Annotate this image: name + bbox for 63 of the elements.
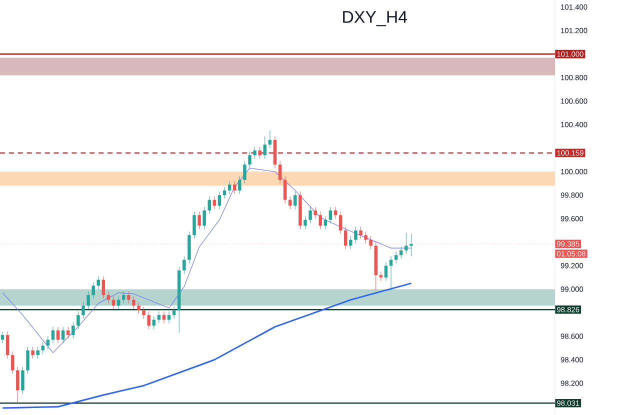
candlestick — [294, 191, 297, 210]
candlestick — [182, 256, 186, 274]
candlestick — [283, 176, 287, 204]
candlestick — [92, 282, 95, 299]
candlestick — [359, 226, 362, 239]
candlestick — [102, 276, 106, 299]
candlestick — [364, 231, 368, 244]
candlestick — [61, 326, 65, 344]
text: DXY_H4 — [343, 11, 408, 26]
candlestick — [132, 296, 136, 310]
candlestick — [379, 271, 383, 282]
candlestick — [258, 146, 262, 159]
candlestick — [218, 191, 222, 210]
candlestick — [228, 180, 232, 194]
candlestick — [304, 216, 307, 230]
candlestick — [26, 346, 30, 374]
candlestick — [16, 366, 20, 402]
line-series — [2, 282, 412, 409]
candlestick — [142, 306, 146, 319]
candlestick — [162, 311, 166, 324]
candlestick — [167, 311, 171, 324]
candlestick — [72, 322, 75, 339]
candlestick — [314, 206, 317, 219]
candlestick — [11, 351, 14, 374]
candlestick — [31, 346, 34, 359]
candlestick — [36, 346, 40, 359]
candlestick — [137, 302, 140, 314]
candlestick — [127, 291, 130, 304]
candlestick — [76, 311, 80, 330]
candlestick — [192, 211, 196, 239]
candlestick — [384, 262, 388, 282]
candlestick — [253, 146, 256, 159]
candlestick — [233, 180, 236, 194]
candlestick — [202, 206, 206, 230]
candlestick — [278, 160, 282, 184]
candlestick — [198, 211, 201, 230]
candlestick — [404, 232, 408, 254]
candlestick — [410, 234, 413, 257]
candlestick — [338, 211, 342, 234]
candlestick — [394, 251, 398, 264]
candlestick — [263, 136, 267, 159]
candlestick — [122, 291, 126, 304]
candlestick — [6, 331, 10, 359]
candlestick — [86, 291, 90, 310]
candlestick — [354, 226, 358, 244]
candlestick — [308, 206, 312, 224]
candlestick — [349, 236, 352, 250]
candlestick — [41, 342, 44, 354]
candlestick — [0, 331, 4, 344]
candlestick — [238, 176, 242, 194]
candlestick — [51, 326, 55, 344]
candlestick — [157, 311, 161, 324]
candlestick — [56, 326, 60, 344]
candlestick — [82, 302, 85, 319]
candlestick — [106, 291, 110, 304]
candlestick — [208, 196, 212, 214]
candlestick — [147, 311, 150, 330]
candlestick — [21, 366, 24, 394]
candlestick — [248, 151, 252, 168]
candlestick — [243, 160, 246, 184]
candlestick — [328, 206, 332, 224]
line-series — [2, 168, 412, 353]
candlestick — [318, 211, 322, 230]
